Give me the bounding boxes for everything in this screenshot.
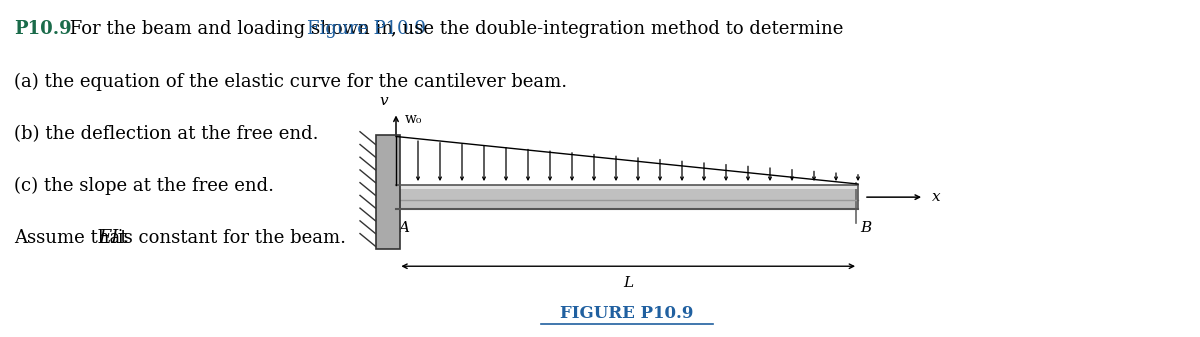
Text: P10.9: P10.9	[14, 20, 72, 38]
Text: (c) the slope at the free end.: (c) the slope at the free end.	[14, 177, 275, 195]
Bar	[396, 185, 858, 189]
Text: v: v	[379, 93, 389, 108]
Text: L: L	[623, 276, 634, 290]
Bar	[376, 135, 400, 249]
Text: w₀: w₀	[404, 112, 421, 126]
Text: (a) the equation of the elastic curve for the cantilever beam.: (a) the equation of the elastic curve fo…	[14, 72, 568, 91]
Text: FIGURE P10.9: FIGURE P10.9	[560, 305, 694, 322]
Text: x: x	[932, 190, 941, 204]
Text: is constant for the beam.: is constant for the beam.	[112, 229, 346, 247]
Text: Figure P10.9: Figure P10.9	[307, 20, 426, 38]
Text: A: A	[398, 221, 409, 235]
Text: For the beam and loading shown in: For the beam and loading shown in	[64, 20, 398, 38]
Text: EI: EI	[98, 229, 118, 247]
Text: , use the double-integration method to determine: , use the double-integration method to d…	[391, 20, 844, 38]
Text: (b) the deflection at the free end.: (b) the deflection at the free end.	[14, 125, 319, 143]
Text: B: B	[860, 221, 871, 235]
Text: Assume that: Assume that	[14, 229, 133, 247]
Bar	[396, 185, 858, 209]
